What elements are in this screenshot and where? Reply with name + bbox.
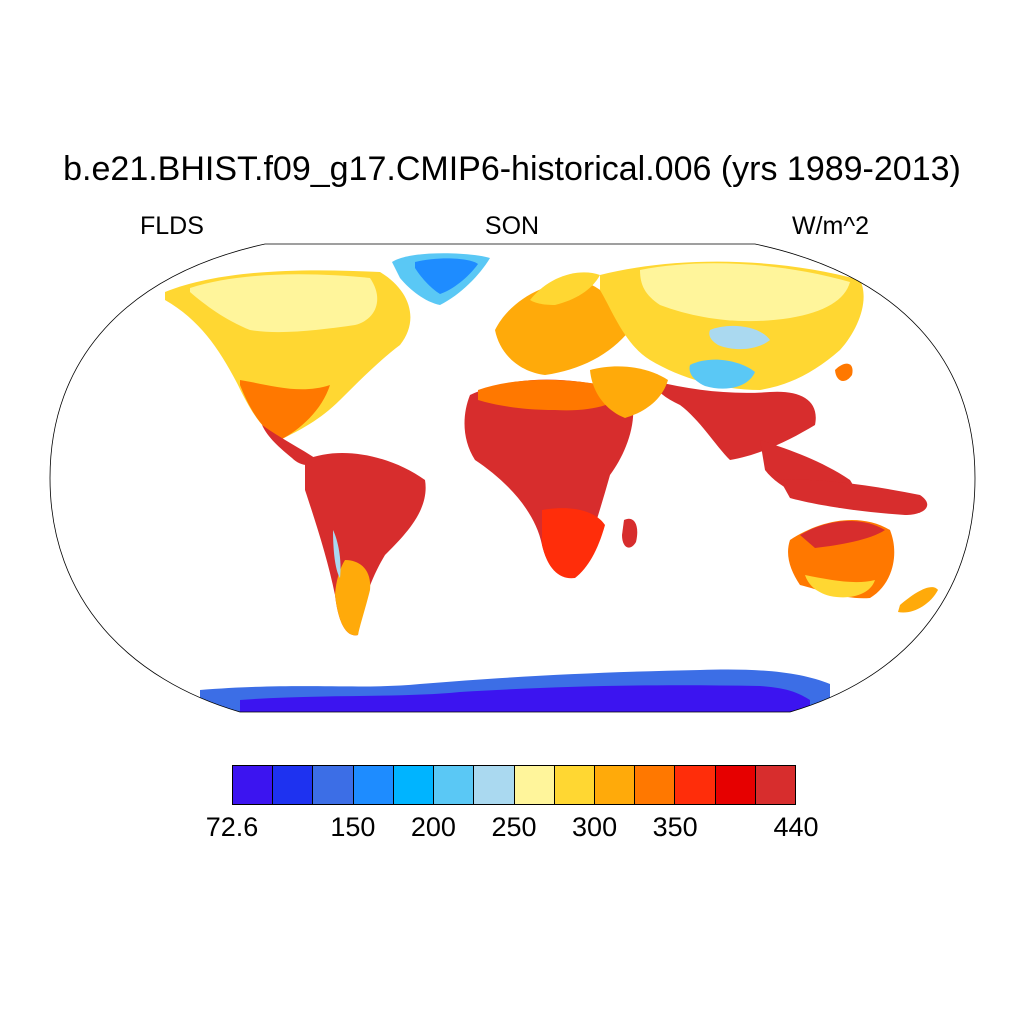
south-asia	[650, 380, 816, 460]
colorbar-tick-label: 440	[773, 812, 819, 842]
andes	[333, 530, 341, 578]
colorbar-tick-label: 150	[330, 812, 376, 842]
madagascar	[622, 518, 638, 548]
south-america	[305, 452, 426, 636]
japan	[835, 363, 853, 382]
colorbar-swatch	[554, 766, 595, 804]
antarctica-interior	[240, 685, 810, 712]
greenland-interior	[415, 258, 478, 294]
australia-north	[800, 520, 885, 548]
colorbar-tick-label: 250	[491, 812, 537, 842]
north-america-south	[240, 380, 330, 440]
colorbar-swatch	[675, 766, 716, 804]
north-america-north	[190, 274, 378, 333]
colorbar-swatch	[474, 766, 515, 804]
plot-title: b.e21.BHIST.f09_g17.CMIP6-historical.006…	[63, 150, 961, 188]
new-zealand	[898, 587, 938, 613]
colorbar-swatch	[313, 766, 354, 804]
indonesia	[780, 479, 928, 515]
colorbar-swatch	[273, 766, 314, 804]
colorbar-swatch	[233, 766, 274, 804]
south-america-south	[335, 560, 371, 636]
middle-east	[590, 366, 668, 418]
globe-outline	[49, 243, 976, 713]
central-america	[262, 425, 318, 466]
colorbar	[232, 765, 796, 805]
siberia	[640, 263, 850, 322]
colorbar-swatch	[715, 766, 756, 804]
scandinavia	[530, 272, 600, 305]
units-label: W/m^2	[792, 212, 870, 240]
colorbar-tick-label: 350	[652, 812, 698, 842]
colorbar-swatch	[514, 766, 555, 804]
colorbar-swatch	[393, 766, 435, 804]
colorbar-tick-label: 200	[410, 812, 456, 842]
colorbar-tick-label: 300	[572, 812, 618, 842]
europe	[495, 280, 630, 375]
season-label: SON	[484, 212, 540, 240]
variable-label: FLDS	[140, 212, 204, 240]
colorbar-swatch	[434, 766, 475, 804]
australia-south	[805, 575, 875, 598]
colorbar-tick-label: 72.6	[205, 812, 259, 842]
colorbar-swatch	[353, 766, 394, 804]
colorbar-swatch	[755, 766, 796, 804]
tibet	[689, 359, 755, 389]
south-africa	[542, 508, 605, 579]
colorbar-swatch	[635, 766, 676, 804]
colorbar-swatch	[594, 766, 636, 804]
north-africa	[478, 379, 625, 411]
mongolia	[709, 325, 770, 350]
